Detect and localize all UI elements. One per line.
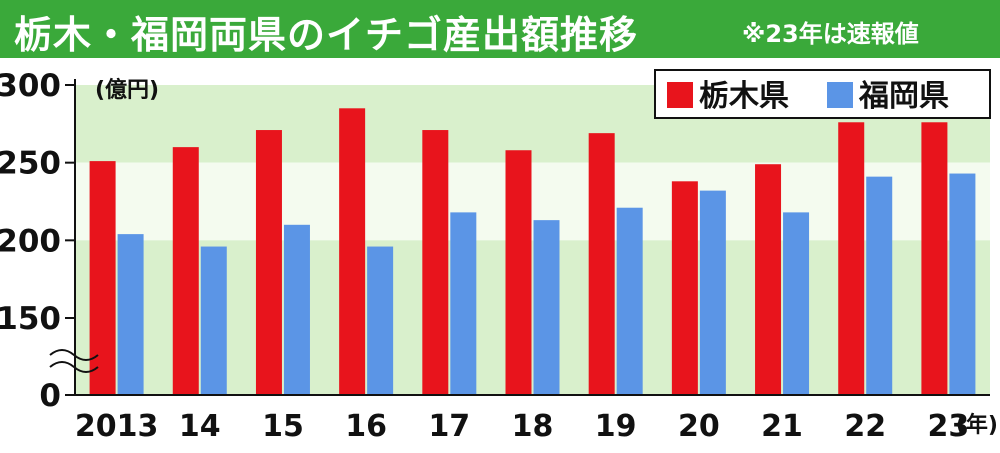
grid-band (75, 318, 990, 395)
bar-tochigi-15 (255, 130, 282, 395)
bar-tochigi-17 (422, 130, 449, 395)
bar-tochigi-18 (505, 150, 532, 395)
legend-box (654, 69, 991, 119)
y-tick-label: 0 (39, 378, 61, 414)
grid-band (75, 240, 990, 318)
legend-swatch (667, 82, 693, 108)
bar-fukuoka-14 (200, 246, 227, 395)
bar-fukuoka-2013 (117, 234, 144, 395)
x-tick-label: 14 (179, 409, 221, 444)
chart-title: 栃木・福岡両県のイチゴ産出額推移 (14, 13, 639, 57)
bar-fukuoka-18 (533, 220, 560, 395)
bar-fukuoka-22 (866, 176, 893, 395)
bar-tochigi-21 (755, 164, 782, 395)
bar-fukuoka-23 (949, 173, 976, 395)
x-tick-label: 20 (678, 409, 720, 444)
x-tick-label: 17 (428, 409, 470, 444)
bar-fukuoka-15 (283, 224, 310, 395)
x-tick-label: 15 (262, 409, 304, 444)
x-tick-label: 23 (928, 409, 970, 444)
x-tick-label: 18 (512, 409, 554, 444)
bar-tochigi-23 (921, 122, 948, 395)
legend-swatch (827, 82, 853, 108)
grid-band (75, 162, 990, 241)
x-tick-label: 22 (844, 409, 886, 444)
bar-tochigi-19 (588, 133, 615, 396)
x-tick-label: 16 (345, 409, 387, 444)
bar-tochigi-22 (838, 122, 865, 395)
bar-fukuoka-17 (450, 212, 477, 395)
x-tick-label: 19 (595, 409, 637, 444)
title-bar: 栃木・福岡両県のイチゴ産出額推移 ※23年は速報値 (0, 0, 1000, 58)
legend-label: 福岡県 (858, 79, 949, 114)
legend-label: 栃木県 (699, 79, 789, 114)
x-tick-label: 2013 (75, 409, 159, 444)
bar-fukuoka-20 (699, 190, 726, 395)
y-axis-unit: (億円) (95, 77, 159, 103)
y-tick-label: 200 (0, 223, 61, 259)
bar-tochigi-16 (339, 108, 366, 396)
bar-tochigi-2013 (89, 161, 116, 395)
chart-note: ※23年は速報値 (742, 20, 919, 48)
y-tick-label: 150 (0, 301, 61, 337)
bar-fukuoka-21 (783, 212, 810, 395)
bar-tochigi-20 (671, 181, 698, 395)
y-tick-label: 300 (0, 68, 61, 104)
bar-fukuoka-16 (367, 246, 394, 395)
x-axis-unit: (年) (956, 412, 998, 438)
y-tick-label: 250 (0, 146, 61, 182)
bar-tochigi-14 (172, 147, 199, 395)
x-tick-label: 21 (761, 409, 803, 444)
bar-fukuoka-19 (616, 207, 643, 395)
